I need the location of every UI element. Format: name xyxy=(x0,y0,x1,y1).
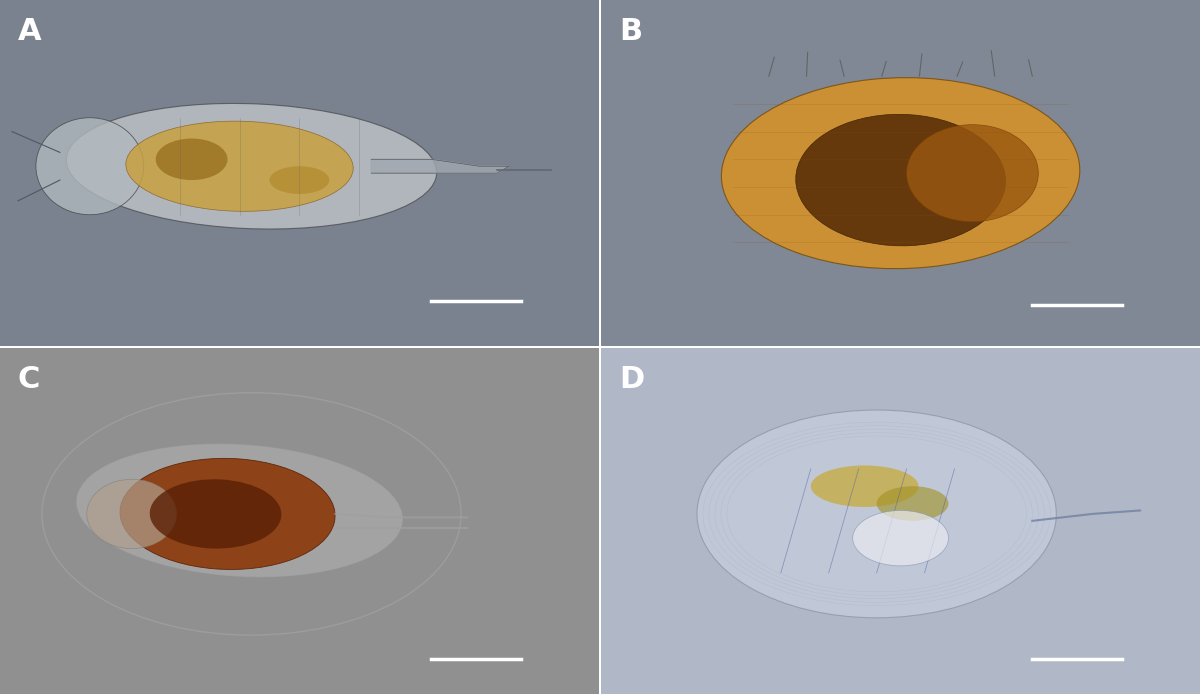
Text: C: C xyxy=(18,365,41,394)
Text: B: B xyxy=(619,17,642,46)
Ellipse shape xyxy=(697,410,1056,618)
Polygon shape xyxy=(371,160,509,174)
Ellipse shape xyxy=(86,480,176,548)
Ellipse shape xyxy=(156,139,228,180)
Ellipse shape xyxy=(270,167,329,194)
Circle shape xyxy=(853,511,948,566)
Ellipse shape xyxy=(76,443,403,577)
Ellipse shape xyxy=(66,103,437,229)
Ellipse shape xyxy=(877,486,948,520)
Text: D: D xyxy=(619,365,644,394)
Ellipse shape xyxy=(721,78,1080,269)
Ellipse shape xyxy=(36,118,144,214)
Ellipse shape xyxy=(796,115,1006,246)
Ellipse shape xyxy=(906,125,1038,221)
Ellipse shape xyxy=(811,466,918,507)
Text: A: A xyxy=(18,17,42,46)
Ellipse shape xyxy=(126,121,353,211)
Ellipse shape xyxy=(150,480,281,548)
Ellipse shape xyxy=(120,458,335,570)
